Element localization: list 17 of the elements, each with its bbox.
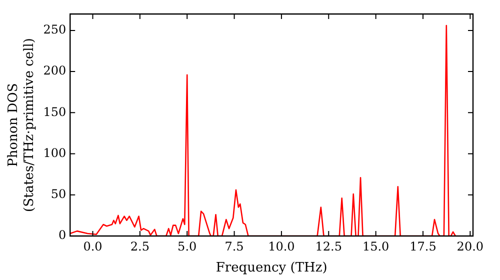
y-tick-label: 0: [58, 228, 66, 242]
x-tick-label: 17.5: [410, 239, 436, 254]
x-tick-label: 7.5: [224, 239, 244, 254]
y-axis-title: Phonon DOS (States/THz·primitive cell): [6, 38, 37, 212]
x-tick-label: 15.0: [362, 239, 390, 254]
x-tick-label: 5.0: [178, 239, 197, 254]
x-tick-label: 2.5: [130, 239, 150, 254]
x-axis-title: Frequency (THz): [216, 260, 328, 276]
x-tick-label: 10.0: [268, 239, 295, 254]
y-tick-label: 50: [50, 187, 66, 202]
x-tick-label: 12.5: [315, 239, 342, 254]
x-tick-label: 0.0: [83, 239, 102, 254]
x-tick-label: 20.0: [456, 239, 484, 254]
y-tick-label: 250: [43, 22, 66, 37]
y-tick-label: 100: [43, 146, 66, 160]
y-tick-label: 150: [43, 104, 66, 119]
y-tick-label: 200: [43, 64, 66, 78]
